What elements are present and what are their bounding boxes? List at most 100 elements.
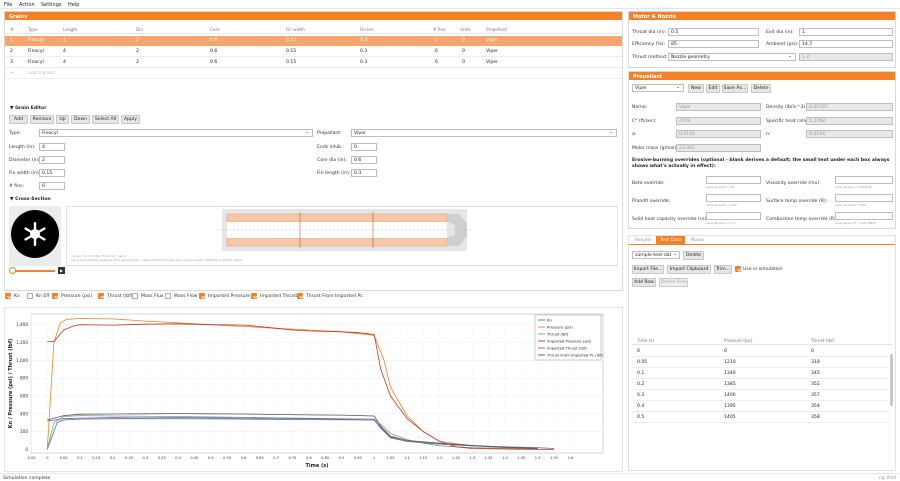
ambient-field[interactable]: 14.7 [799, 40, 893, 48]
plot-toggles: Kn Kn Eff Pressure (psi) Thrust (lbf) Ma… [4, 292, 623, 305]
combustion-temp-label: Combustion temp override (R): [766, 217, 838, 222]
kn-eff-checkbox[interactable] [27, 293, 33, 299]
menu-action[interactable]: Action [19, 2, 35, 8]
tab-bar: Results Test Data Notes [629, 236, 895, 245]
burn-slider[interactable] [11, 270, 55, 272]
import-file-button[interactable]: Import File... [632, 265, 664, 274]
table-scrollbar[interactable] [890, 354, 893, 406]
length-field[interactable]: 4 [39, 143, 65, 151]
tab-notes[interactable]: Notes [691, 238, 705, 243]
delete-propellant-button[interactable]: Delete [751, 84, 771, 93]
add-button[interactable]: Add [9, 115, 28, 124]
add-grain-row[interactable]: + add a grain [5, 69, 622, 79]
efficiency-field[interactable]: 85 [668, 40, 759, 48]
fin-width-field[interactable]: 0.15 [39, 169, 65, 177]
chevron-down-icon: ⌄ [305, 130, 309, 135]
x-tick-label: 0.15 [92, 456, 100, 460]
imported-pressure-checkbox[interactable] [199, 293, 205, 299]
ends-field[interactable]: 0 [351, 143, 377, 151]
name-label: Name: [632, 105, 648, 110]
type-select[interactable]: Finocyl ⌄ [39, 129, 313, 137]
col-core: Core [210, 27, 220, 32]
mass-flow-checkbox[interactable] [165, 293, 171, 299]
play-icon[interactable]: ▶ [58, 267, 65, 274]
propellant-select[interactable]: Viper ⌄ [351, 129, 617, 137]
table-row[interactable]: 3 Finocyl 4 2 0.6 0.15 0.3 6 0 Viper [5, 58, 622, 68]
edit-propellant-button[interactable]: Edit [706, 84, 720, 93]
kn-toggle-label: Kn [14, 294, 20, 299]
finocyl-section-icon [11, 210, 59, 258]
table-row[interactable]: 0.4 1395 354 [632, 402, 888, 412]
thrust-checkbox[interactable] [98, 293, 104, 299]
use-in-simulation-checkbox[interactable] [735, 266, 741, 272]
molar-label: Molar mass (g/mol): [632, 146, 678, 151]
x-tick-label: 0.3 [143, 456, 149, 460]
table-row[interactable]: 2 Finocyl 4 2 0.6 0.15 0.3 6 0 Viper [5, 47, 622, 57]
apply-button[interactable]: Apply [121, 115, 140, 124]
cstar-label: C* (ft/sec): [632, 119, 657, 124]
prandtl-field[interactable] [706, 194, 761, 202]
propellant-select[interactable]: Viper ⌄ [632, 84, 684, 92]
results-chart[interactable]: 0 200 400 600 800 1,000 1,200 1,400 -0.05 0 0.05 0.… [5, 308, 622, 471]
imported-thrust-toggle-label: Imported Thrust [260, 294, 298, 299]
menu-help[interactable]: Help [68, 2, 80, 8]
table-row[interactable]: 1 Finocyl 4 2 0.6 0.15 0.3 6 0 Viper [5, 36, 622, 46]
exit-field[interactable]: 1 [799, 28, 893, 36]
table-row[interactable]: 0.5 1405 358 [632, 413, 888, 423]
delete-row-button[interactable]: Delete Row [659, 278, 688, 287]
table-row[interactable]: 0.2 1385 352 [632, 380, 888, 390]
up-button[interactable]: Up [56, 115, 69, 124]
fins-field[interactable]: 6 [39, 182, 65, 190]
table-row[interactable]: 0.3 1400 357 [632, 391, 888, 401]
grains-panel: Grains # Type Length Dia Core Fin width … [4, 11, 623, 291]
solid-heat-note: using derived cs = 0.3 [706, 222, 736, 225]
table-row[interactable]: 0 0 0 [632, 347, 888, 357]
fin-length-field[interactable]: 0.3 [351, 169, 377, 177]
thrust-method-select[interactable]: Nozzle geometry ⌄ [668, 53, 796, 61]
trim-button[interactable]: Trim... [714, 265, 732, 274]
x-tick-label: 0.45 [190, 456, 198, 460]
thrust-toggle-label: Thrust (lbf) [107, 294, 133, 299]
x-tick-label: 0.75 [288, 456, 296, 460]
pressure-checkbox[interactable] [52, 293, 58, 299]
new-propellant-button[interactable]: New [688, 84, 704, 93]
imported-thrust-checkbox[interactable] [251, 293, 257, 299]
diameter-field[interactable]: 2 [39, 156, 65, 164]
y-tick-label: 1,400 [16, 322, 28, 327]
thrust-from-pc-checkbox[interactable] [297, 293, 303, 299]
remove-button[interactable]: Remove [30, 115, 54, 124]
beta-field[interactable] [706, 176, 761, 184]
x-tick-label: 0.7 [273, 456, 279, 460]
series-line [46, 415, 538, 450]
down-button[interactable]: Down [71, 115, 90, 124]
combustion-temp-field[interactable] [835, 212, 893, 220]
kn-checkbox[interactable] [5, 293, 11, 299]
delete-test-button[interactable]: Delete [683, 251, 704, 260]
table-row[interactable]: 0.1 1340 345 [632, 369, 888, 379]
throat-field[interactable]: 0.5 [668, 28, 759, 36]
save-as-button[interactable]: Save As... [722, 84, 748, 93]
select-all-button[interactable]: Select All [92, 115, 119, 124]
add-row-button[interactable]: Add Row [632, 278, 656, 287]
viscosity-field[interactable] [835, 176, 893, 184]
mass-flux-checkbox[interactable] [132, 293, 138, 299]
tab-test-data[interactable]: Test Data [656, 236, 686, 245]
slider-handle[interactable] [9, 267, 16, 274]
test-data-select[interactable]: sample-test-dat ⌄ [632, 251, 680, 259]
menu-settings[interactable]: Settings [41, 2, 62, 8]
x-tick-label: 1.25 [452, 456, 460, 460]
core-field[interactable]: 0.6 [351, 156, 377, 164]
solid-heat-field[interactable] [706, 212, 761, 220]
col-index: # [10, 27, 14, 32]
menu-file[interactable]: File [4, 2, 13, 8]
col-units: Units [460, 27, 471, 32]
x-tick-label: 0.85 [321, 456, 329, 460]
import-clipboard-button[interactable]: Import Clipboard [667, 265, 711, 274]
tab-results[interactable]: Results [635, 238, 652, 243]
y-axis-label: Kn / Pressure (psi) / Thrust (lbf) [8, 339, 14, 429]
surface-temp-field[interactable] [835, 194, 893, 202]
table-cell: 0 [637, 349, 640, 354]
chevron-down-icon: ⌄ [609, 130, 613, 135]
table-row[interactable]: 0.05 1210 318 [632, 358, 888, 368]
throat-label: Throat dia (in): [632, 30, 667, 35]
